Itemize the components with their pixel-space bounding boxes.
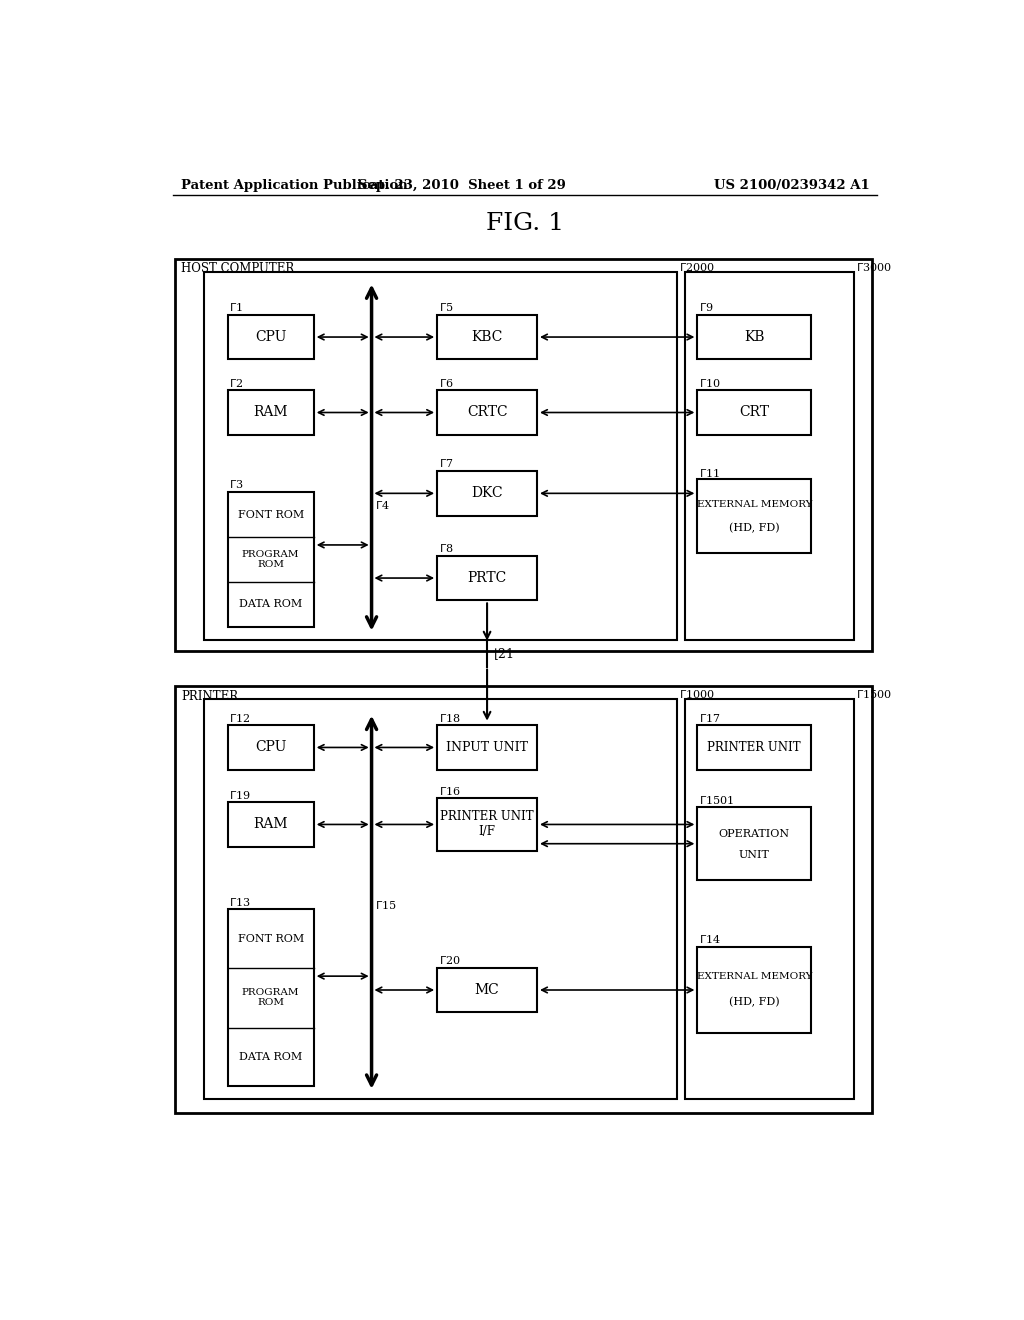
Bar: [437, 725, 538, 770]
Text: $\mathsf{\Gamma}$9: $\mathsf{\Gamma}$9: [698, 301, 714, 313]
Text: $\mathsf{\Gamma}$16: $\mathsf{\Gamma}$16: [438, 784, 460, 797]
Text: EXTERNAL MEMORY: EXTERNAL MEMORY: [696, 972, 812, 981]
Text: UNIT: UNIT: [739, 850, 770, 861]
Bar: [685, 272, 854, 640]
Text: $\mathsf{\Gamma}$19: $\mathsf{\Gamma}$19: [229, 788, 251, 800]
Text: Sep. 23, 2010  Sheet 1 of 29: Sep. 23, 2010 Sheet 1 of 29: [357, 178, 565, 191]
Bar: [697, 314, 811, 359]
Text: CPU: CPU: [255, 741, 287, 755]
Text: $\mathsf{\Gamma}$20: $\mathsf{\Gamma}$20: [438, 954, 460, 966]
Text: PROGRAM
ROM: PROGRAM ROM: [242, 550, 299, 569]
Text: EXTERNAL MEMORY: EXTERNAL MEMORY: [696, 500, 812, 510]
Text: US 2100/0239342 A1: US 2100/0239342 A1: [714, 178, 869, 191]
Bar: [175, 259, 872, 651]
Text: $\mathsf{\Gamma}$7: $\mathsf{\Gamma}$7: [438, 458, 453, 470]
Bar: [204, 700, 677, 1100]
Bar: [437, 391, 538, 434]
Text: KBC: KBC: [471, 330, 503, 345]
Text: $\lfloor$21: $\lfloor$21: [494, 647, 514, 663]
Bar: [437, 556, 538, 601]
Text: KB: KB: [744, 330, 765, 345]
Bar: [175, 686, 872, 1113]
Bar: [227, 803, 313, 847]
Text: $\mathsf{\Gamma}$2: $\mathsf{\Gamma}$2: [229, 376, 244, 388]
Text: RAM: RAM: [254, 817, 288, 832]
Text: $\mathsf{\Gamma}$15: $\mathsf{\Gamma}$15: [376, 899, 397, 911]
Bar: [227, 314, 313, 359]
Text: PROGRAM
ROM: PROGRAM ROM: [242, 989, 299, 1007]
Text: $\mathsf{\Gamma}$3000: $\mathsf{\Gamma}$3000: [856, 261, 892, 273]
Text: $\mathsf{\Gamma}$4: $\mathsf{\Gamma}$4: [376, 499, 390, 511]
Bar: [227, 909, 313, 1086]
Bar: [685, 700, 854, 1100]
Text: MC: MC: [475, 983, 500, 997]
Bar: [437, 799, 538, 850]
Bar: [227, 492, 313, 627]
Text: PRINTER UNIT
I/F: PRINTER UNIT I/F: [440, 810, 534, 838]
Text: $\mathsf{\Gamma}$10: $\mathsf{\Gamma}$10: [698, 376, 721, 388]
Text: $\mathsf{\Gamma}$13: $\mathsf{\Gamma}$13: [229, 895, 251, 908]
Text: DKC: DKC: [471, 486, 503, 500]
Text: $\mathsf{\Gamma}$6: $\mathsf{\Gamma}$6: [438, 376, 454, 388]
Text: Patent Application Publication: Patent Application Publication: [180, 178, 408, 191]
Text: CRTC: CRTC: [467, 405, 507, 420]
Bar: [697, 807, 811, 880]
Text: $\mathsf{\Gamma}$8: $\mathsf{\Gamma}$8: [438, 543, 454, 554]
Text: HOST COMPUTER: HOST COMPUTER: [181, 263, 295, 276]
Text: FONT ROM: FONT ROM: [238, 935, 304, 944]
Bar: [227, 725, 313, 770]
Text: $\mathsf{\Gamma}$5: $\mathsf{\Gamma}$5: [438, 301, 453, 313]
Bar: [697, 391, 811, 434]
Bar: [697, 946, 811, 1034]
Bar: [697, 725, 811, 770]
Text: $\mathsf{\Gamma}$12: $\mathsf{\Gamma}$12: [229, 711, 251, 723]
Bar: [227, 391, 313, 434]
Text: $\mathsf{\Gamma}$18: $\mathsf{\Gamma}$18: [438, 711, 460, 723]
Text: INPUT UNIT: INPUT UNIT: [446, 741, 528, 754]
Bar: [204, 272, 677, 640]
Text: CPU: CPU: [255, 330, 287, 345]
Text: OPERATION: OPERATION: [719, 829, 790, 840]
Text: $\mathsf{\Gamma}$1501: $\mathsf{\Gamma}$1501: [698, 793, 734, 807]
Text: $\mathsf{\Gamma}$1000: $\mathsf{\Gamma}$1000: [679, 689, 715, 701]
Text: $\mathsf{\Gamma}$1: $\mathsf{\Gamma}$1: [229, 301, 243, 313]
Text: $\mathsf{\Gamma}$17: $\mathsf{\Gamma}$17: [698, 711, 720, 723]
Bar: [697, 479, 811, 553]
Text: $\mathsf{\Gamma}$11: $\mathsf{\Gamma}$11: [698, 467, 720, 479]
Text: DATA ROM: DATA ROM: [239, 1052, 302, 1063]
Bar: [437, 471, 538, 516]
Text: $\mathsf{\Gamma}$1500: $\mathsf{\Gamma}$1500: [856, 689, 892, 701]
Text: PRINTER: PRINTER: [181, 689, 239, 702]
Text: DATA ROM: DATA ROM: [239, 599, 302, 610]
Text: CRT: CRT: [739, 405, 769, 420]
Text: FIG. 1: FIG. 1: [485, 213, 564, 235]
Text: $\mathsf{\Gamma}$3: $\mathsf{\Gamma}$3: [229, 478, 244, 490]
Text: FONT ROM: FONT ROM: [238, 510, 304, 520]
Text: $\mathsf{\Gamma}$2000: $\mathsf{\Gamma}$2000: [679, 261, 715, 273]
Text: (HD, FD): (HD, FD): [729, 997, 779, 1007]
Text: RAM: RAM: [254, 405, 288, 420]
Text: $\mathsf{\Gamma}$14: $\mathsf{\Gamma}$14: [698, 933, 721, 945]
Bar: [437, 314, 538, 359]
Text: PRINTER UNIT: PRINTER UNIT: [708, 741, 801, 754]
Text: (HD, FD): (HD, FD): [729, 523, 779, 533]
Text: PRTC: PRTC: [467, 572, 507, 585]
Bar: [437, 968, 538, 1012]
